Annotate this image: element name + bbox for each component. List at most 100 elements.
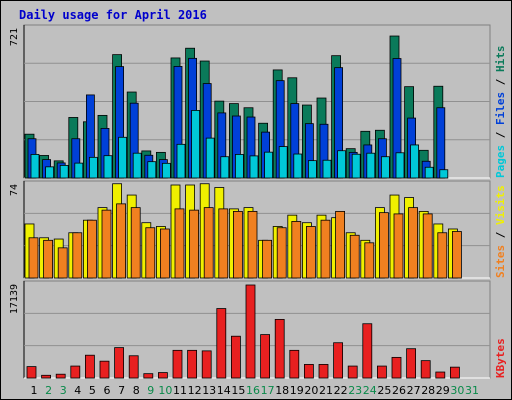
bar-sites-day-27	[408, 207, 419, 279]
bar-kbytes-day-8	[128, 355, 139, 379]
bar-pages-day-3	[59, 164, 69, 179]
bar-sites-day-4	[72, 232, 83, 279]
bar-pages-day-19	[293, 153, 303, 179]
chart-title: Daily usage for April 2016	[19, 8, 207, 22]
bar-kbytes-day-7	[114, 347, 124, 379]
day-label-26: 26	[392, 384, 406, 397]
bar-sites-day-20	[305, 226, 316, 279]
day-label-27: 27	[407, 384, 421, 397]
bar-kbytes-day-29	[435, 371, 446, 379]
day-label-25: 25	[377, 384, 391, 397]
bar-kbytes-day-13	[201, 350, 212, 379]
bar-sites-day-7	[116, 203, 126, 279]
day-label-24: 24	[363, 384, 377, 397]
legend-item: /	[494, 225, 507, 245]
bar-kbytes-day-6	[99, 360, 110, 379]
bar-pages-day-7	[118, 136, 127, 179]
panel-2: 74 Sites / Visits	[9, 180, 507, 279]
bar-sites-day-12	[189, 209, 200, 279]
bar-pages-day-8	[132, 152, 142, 179]
bar-pages-day-1	[30, 154, 40, 179]
day-label-30: 30	[450, 384, 464, 397]
bar-pages-day-17	[264, 151, 274, 179]
bar-sites-day-10	[159, 228, 170, 279]
day-label-1: 1	[31, 384, 38, 397]
day-label-19: 19	[290, 384, 304, 397]
bar-sites-day-8	[130, 207, 141, 279]
day-label-28: 28	[421, 384, 435, 397]
legend-item: Pages	[494, 145, 507, 178]
day-label-8: 8	[133, 384, 140, 397]
day-label-16: 16	[246, 384, 260, 397]
legend-item: Hits	[494, 46, 507, 73]
bar-kbytes-day-23	[347, 365, 358, 379]
bar-sites-day-26	[393, 213, 404, 279]
bar-pages-day-6	[103, 155, 113, 179]
bar-sites-day-19	[291, 221, 302, 279]
bar-kbytes-day-11	[172, 349, 183, 379]
bar-sites-day-5	[87, 219, 97, 279]
bar-sites-day-22	[335, 210, 346, 279]
panels-layer: 721 Pages / Files / Hits 74 Sites / Visits 1…	[9, 24, 507, 379]
bar-sites-day-25	[378, 212, 389, 279]
bar-pages-day-24	[366, 152, 376, 179]
bar-pages-day-12	[191, 110, 201, 179]
bar-kbytes-day-21	[318, 364, 329, 379]
bar-sites-day-1	[28, 237, 39, 279]
bar-sites-day-23	[349, 234, 360, 279]
bar-sites-day-13	[203, 207, 214, 279]
bar-sites-day-18	[276, 227, 287, 279]
bar-pages-day-21	[322, 159, 332, 179]
bar-pages-day-10	[161, 162, 171, 179]
bar-kbytes-day-4	[70, 365, 81, 379]
bar-pages-day-18	[278, 146, 288, 179]
bar-pages-day-16	[249, 155, 259, 179]
bar-pages-day-22	[337, 150, 347, 179]
legend: KBytes	[494, 338, 507, 378]
legend-item: Files	[494, 92, 507, 125]
day-label-18: 18	[275, 384, 289, 397]
day-label-14: 14	[217, 384, 231, 397]
bar-kbytes-day-10	[157, 372, 168, 379]
bar-kbytes-day-15	[230, 335, 241, 379]
day-label-23: 23	[348, 384, 362, 397]
bar-kbytes-day-20	[303, 364, 314, 379]
day-label-13: 13	[202, 384, 216, 397]
legend-item: Sites	[494, 245, 507, 278]
bar-sites-day-17	[262, 239, 273, 279]
bar-sites-day-3	[57, 247, 68, 279]
bar-pages-day-26	[395, 152, 405, 179]
bar-kbytes-day-1	[26, 366, 37, 379]
bar-kbytes-day-16	[245, 284, 256, 379]
bar-kbytes-day-28	[420, 360, 431, 379]
day-label-20: 20	[304, 384, 318, 397]
panel-1: 721 Pages / Files / Hits	[9, 24, 507, 179]
day-label-7: 7	[118, 384, 125, 397]
bar-pages-day-5	[89, 156, 98, 179]
bar-pages-day-15	[234, 154, 244, 179]
day-label-12: 12	[188, 384, 202, 397]
legend: Pages / Files / Hits	[494, 46, 507, 179]
legend-item: KBytes	[494, 338, 507, 378]
day-label-11: 11	[173, 384, 187, 397]
bar-sites-day-11	[174, 208, 185, 279]
bar-kbytes-day-5	[85, 354, 95, 379]
bar-pages-day-20	[307, 160, 317, 179]
bar-pages-day-14	[220, 156, 230, 179]
day-label-29: 29	[436, 384, 450, 397]
bar-sites-day-15	[232, 210, 243, 279]
bar-sites-day-16	[247, 210, 258, 279]
bar-kbytes-day-19	[289, 349, 300, 379]
day-label-21: 21	[319, 384, 333, 397]
bar-kbytes-day-18	[274, 318, 285, 379]
day-labels: 1 2 3 4 5 6 7 8 9 10 11 12 13 14 15 16 17 18 19 20 21 22 23 24 2…	[31, 384, 480, 397]
bar-kbytes-day-24	[362, 323, 373, 379]
bar-pages-day-9	[147, 161, 157, 179]
bar-pages-day-23	[351, 153, 361, 179]
day-label-4: 4	[74, 384, 81, 397]
bar-sites-day-9	[145, 227, 156, 279]
day-label-2: 2	[45, 384, 52, 397]
bar-kbytes-day-3	[55, 373, 66, 379]
bar-pages-day-25	[380, 156, 390, 179]
